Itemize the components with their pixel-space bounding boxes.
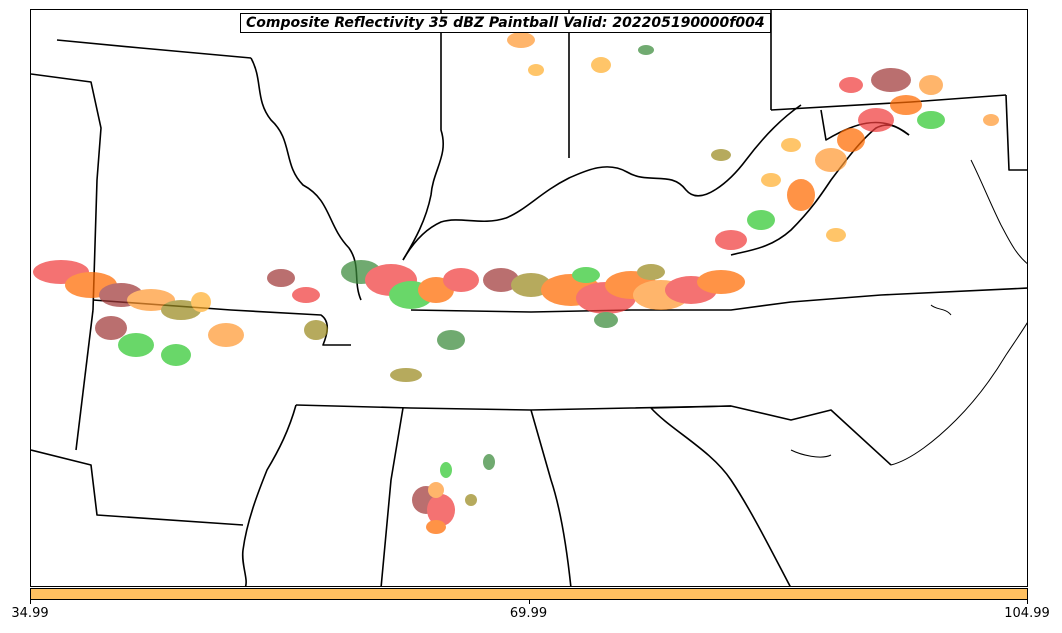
storm-blob <box>440 462 452 478</box>
storm-blob <box>591 57 611 73</box>
storm-blob <box>826 228 846 242</box>
storm-blob <box>594 312 618 328</box>
colorbar-tick-label: 69.99 <box>509 606 548 621</box>
storm-blob <box>127 289 175 311</box>
storm-blob <box>161 300 201 320</box>
storm-blob <box>917 111 945 129</box>
storm-blob <box>483 454 495 470</box>
storm-blob <box>390 368 422 382</box>
storm-blob <box>267 269 295 287</box>
storm-blob <box>787 179 815 211</box>
storm-blob <box>161 344 191 366</box>
storm-blob <box>427 494 455 526</box>
border-sc-nc <box>650 405 892 466</box>
border-illinois-indiana <box>402 10 444 261</box>
colorbar-tick-mark <box>1027 600 1028 604</box>
border-georgia-sc <box>650 407 791 586</box>
storm-blob <box>465 494 477 506</box>
storm-blob <box>715 230 747 250</box>
storm-blob <box>304 320 328 340</box>
map-canvas <box>31 10 1027 586</box>
storm-blob <box>839 77 863 93</box>
border-arkansas-south <box>31 449 244 526</box>
storm-blob <box>437 330 465 350</box>
border-pennsylvania-south <box>770 94 1007 111</box>
storm-blob <box>697 270 745 294</box>
storm-blob <box>428 482 444 498</box>
storm-blob <box>837 128 865 152</box>
storm-blob <box>208 323 244 347</box>
border-kentucky-tennessee <box>410 287 1027 313</box>
storm-blob <box>747 210 775 230</box>
storm-blob <box>507 32 535 48</box>
storm-blob <box>528 64 544 76</box>
state-borders <box>31 10 1027 586</box>
storm-blob <box>711 149 731 161</box>
storm-blob <box>637 264 665 280</box>
border-delaware <box>1005 94 1027 171</box>
storm-blob <box>118 333 154 357</box>
storm-blob <box>443 268 479 292</box>
coastline <box>790 159 1027 466</box>
storm-blob <box>191 292 211 312</box>
reflectivity-paintball <box>33 32 999 534</box>
storm-blob <box>572 267 600 283</box>
storm-blob <box>761 173 781 187</box>
border-missouri-north <box>56 39 252 59</box>
storm-blob <box>890 95 922 115</box>
storm-blob <box>983 114 999 126</box>
storm-blob <box>95 316 127 340</box>
colorbar <box>30 588 1028 600</box>
colorbar-tick-label: 104.99 <box>1004 606 1050 621</box>
storm-blob <box>511 273 551 297</box>
storm-blob <box>483 268 519 292</box>
border-alabama-georgia <box>530 409 572 586</box>
storm-blob <box>919 75 943 95</box>
colorbar-tick-label: 34.99 <box>11 606 49 621</box>
storm-blob <box>871 68 911 92</box>
storm-blob <box>781 138 801 152</box>
border-ohio-river <box>402 104 802 261</box>
colorbar-tick-mark <box>528 600 530 604</box>
border-oklahoma-arkansas <box>75 309 94 451</box>
border-mississippi-alabama <box>380 407 404 586</box>
storm-blob <box>815 148 847 172</box>
map-title: Composite Reflectivity 35 dBZ Paintball … <box>240 13 771 33</box>
border-mississippi-west <box>241 404 297 586</box>
border-missouri-east <box>250 57 362 301</box>
storm-blob <box>426 520 446 534</box>
storm-blob <box>292 287 320 303</box>
colorbar-tick-mark <box>30 600 31 604</box>
border-missouri-west <box>31 73 102 311</box>
storm-blob <box>638 45 654 55</box>
storm-blob <box>858 108 894 132</box>
map-panel <box>30 9 1028 587</box>
